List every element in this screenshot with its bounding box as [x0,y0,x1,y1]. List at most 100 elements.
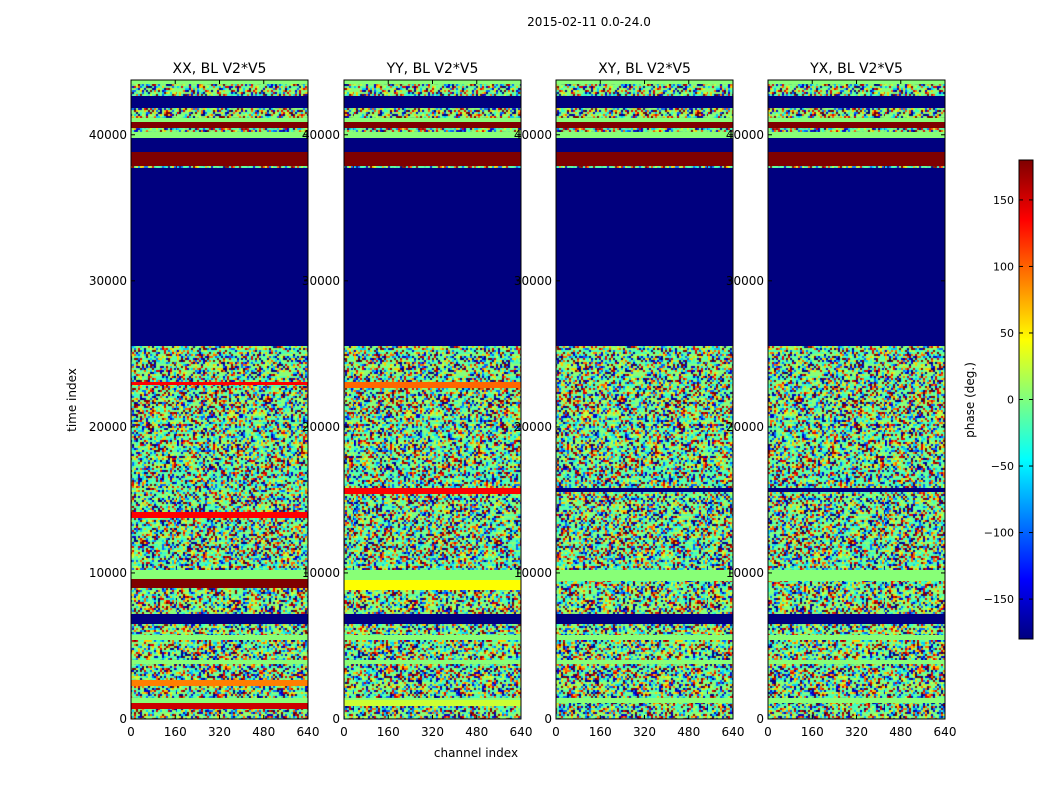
heatmap-panel: XY, BL V2*V5 0 160 320 480 640 0 10000 20000 3000… [514,61,745,739]
x-tick-label: 0 [552,725,560,739]
x-tick-label: 0 [340,725,348,739]
heatmap-band [344,635,521,640]
y-tick-label: 40000 [514,128,552,142]
heatmap-band [556,168,733,346]
y-tick-label: 40000 [302,128,340,142]
heatmap-band [768,96,945,108]
heatmap-band [131,570,308,580]
x-tick-label: 640 [934,725,957,739]
heatmap-panel: YX, BL V2*V5 0 160 320 480 640 0 10000 20000 3000… [726,61,957,739]
heatmap-band [768,138,945,152]
figure-suptitle: 2015-02-11 0.0-24.0 [527,15,651,29]
heatmap-band [131,168,308,346]
heatmap-band [768,571,945,581]
colorbar-tick-label: −150 [984,593,1014,606]
heatmap-band [131,132,308,138]
heatmap-band [131,698,308,703]
heatmap-band [344,132,521,138]
y-tick-label: 10000 [302,566,340,580]
heatmap-band [768,698,945,703]
heatmap-band [556,138,733,152]
heatmap-band [768,132,945,138]
x-tick-label: 320 [633,725,656,739]
y-tick-label: 10000 [89,566,127,580]
y-tick-label: 0 [544,712,552,726]
colorbar-tick-label: 0 [1007,394,1014,407]
heatmap-band [344,168,521,346]
colorbar-tick-label: 50 [1000,327,1014,340]
y-tick-label: 20000 [726,420,764,434]
heatmap-band [131,660,308,664]
heatmap-panel: YY, BL V2*V5 0 160 320 480 640 0 10000 20000 3000… [302,61,533,739]
heatmap-band [131,579,308,588]
x-axis-label: channel index [434,746,518,760]
x-tick-label: 480 [677,725,700,739]
heatmap-band [344,138,521,152]
panel-title: XX, BL V2*V5 [173,61,267,77]
heatmap-band [131,122,308,128]
y-tick-label: 20000 [514,420,552,434]
colorbar-tick-label: −50 [991,460,1014,473]
y-tick-label: 10000 [726,566,764,580]
heatmap-band [556,132,733,138]
heatmap-band [131,512,308,518]
heatmap-band [556,614,733,624]
heatmap-band [344,152,521,166]
heatmap-band [556,118,733,122]
heatmap-band [344,660,521,664]
heatmap-band [344,580,521,590]
heatmap-band [131,382,308,385]
colorbar: 150 100 50 0 −50 −100 −150 phase (deg.) [963,159,1034,640]
heatmap-band [131,703,308,709]
heatmap-band [344,570,521,580]
heatmap-band [344,122,521,128]
y-tick-label: 40000 [89,128,127,142]
y-tick-label: 10000 [514,566,552,580]
panel-title: YY, BL V2*V5 [386,61,479,77]
y-axis-label: time index [65,368,79,432]
heatmap-band [768,152,945,166]
y-tick-label: 0 [119,712,127,726]
x-tick-label: 480 [252,725,275,739]
heatmap-band [344,118,521,122]
heatmap-band [768,168,945,346]
x-tick-label: 320 [208,725,231,739]
x-tick-label: 160 [589,725,612,739]
heatmap-band [344,96,521,108]
heatmap-band [131,138,308,152]
heatmap-band [131,635,308,640]
x-tick-label: 0 [127,725,135,739]
heatmap-band [131,152,308,166]
y-tick-label: 30000 [514,274,552,288]
y-tick-label: 30000 [726,274,764,288]
heatmap-band [556,152,733,166]
x-tick-label: 0 [764,725,772,739]
x-tick-label: 480 [889,725,912,739]
y-tick-label: 0 [756,712,764,726]
y-tick-label: 30000 [89,274,127,288]
heatmap-band [344,382,521,388]
x-tick-label: 480 [465,725,488,739]
x-tick-label: 320 [845,725,868,739]
colorbar-tick-label: 100 [993,260,1014,273]
y-tick-label: 40000 [726,128,764,142]
y-tick-label: 20000 [89,420,127,434]
y-tick-label: 20000 [302,420,340,434]
heatmap-band [344,700,521,706]
heatmap-band [556,635,733,640]
panel-title: XY, BL V2*V5 [598,61,691,77]
heatmap-band [131,118,308,122]
heatmap-band [556,660,733,664]
heatmap-band [556,122,733,128]
heatmap-panel: XX, BL V2*V5 0 160 320 480 640 0 10000 20000 3000… [89,61,320,739]
y-tick-label: 0 [332,712,340,726]
heatmap-band [344,614,521,624]
heatmap-band [768,488,945,492]
colorbar-tick-label: 150 [993,194,1014,207]
heatmap-band [768,614,945,624]
heatmap-band [768,122,945,128]
x-tick-label: 640 [722,725,745,739]
colorbar-tick-label: −100 [984,527,1014,540]
x-tick-label: 160 [377,725,400,739]
